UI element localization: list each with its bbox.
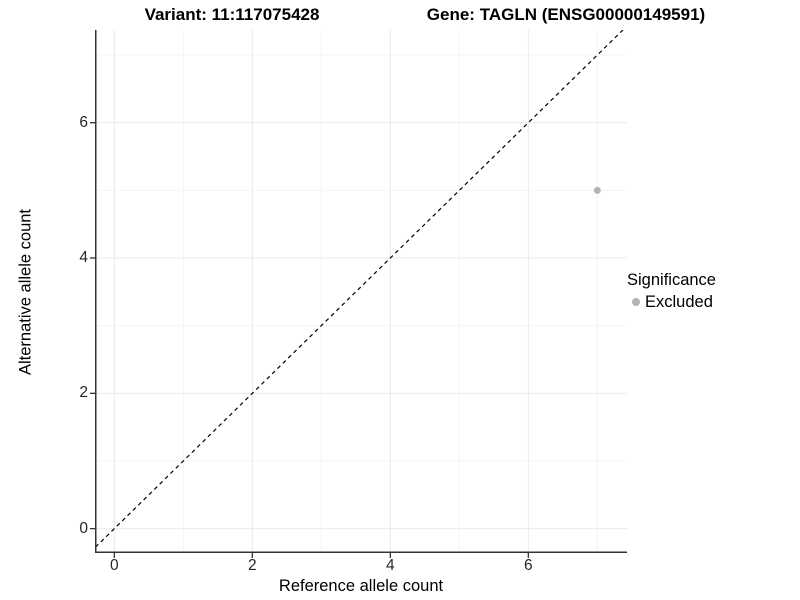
x-tick-label: 6 <box>524 557 533 574</box>
y-tick-label: 0 <box>79 519 88 537</box>
y-axis-title: Alternative allele count <box>16 208 35 376</box>
plot-canvas <box>90 30 627 558</box>
legend-item-label: Excluded <box>645 293 713 311</box>
y-tick-label: 2 <box>79 384 88 402</box>
x-tick-label: 4 <box>386 557 395 574</box>
x-axis-title: Reference allele count <box>278 577 444 595</box>
plot-title-gene: Gene: TAGLN (ENSG00000149591) <box>426 5 706 24</box>
legend-item-excluded: Excluded <box>627 292 716 312</box>
identity-dashed-line <box>95 30 624 549</box>
legend-key-dot-icon <box>632 298 640 306</box>
plot-title-variant: Variant: 11:117075428 <box>144 5 320 24</box>
y-tick-label: 6 <box>79 113 88 131</box>
y-tick-label: 4 <box>79 249 88 266</box>
data-point <box>593 186 601 194</box>
x-tick-label: 2 <box>248 557 257 574</box>
x-tick-label: 0 <box>110 557 119 574</box>
legend-title: Significance <box>627 271 716 289</box>
legend: Significance Excluded <box>627 270 716 312</box>
plot-panel <box>90 30 627 558</box>
